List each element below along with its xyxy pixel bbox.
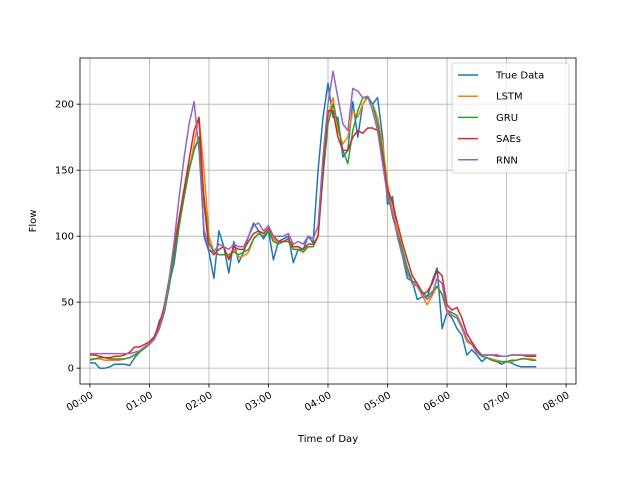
- y-axis: 0 50 100 150 200: [55, 100, 80, 375]
- y-tick-label: 0: [68, 364, 74, 375]
- legend-entry: SAEs: [496, 134, 521, 145]
- legend-entry: True Data: [495, 71, 544, 82]
- y-tick-label: 150: [55, 166, 74, 177]
- legend-entry: GRU: [496, 113, 518, 124]
- legend-entry: RNN: [496, 155, 518, 166]
- y-axis-label: Flow: [28, 210, 39, 233]
- legend: True Data LSTM GRU SAEs RNN: [451, 62, 570, 174]
- series-line-rnn: [89, 70, 537, 358]
- legend-box: [451, 62, 570, 174]
- y-tick-label: 200: [55, 100, 74, 111]
- legend-entry: LSTM: [496, 92, 523, 103]
- y-tick-label: 100: [55, 232, 74, 243]
- x-axis-label: Time of Day: [297, 434, 358, 445]
- y-tick-label: 50: [61, 298, 74, 309]
- series-layer: [89, 70, 537, 369]
